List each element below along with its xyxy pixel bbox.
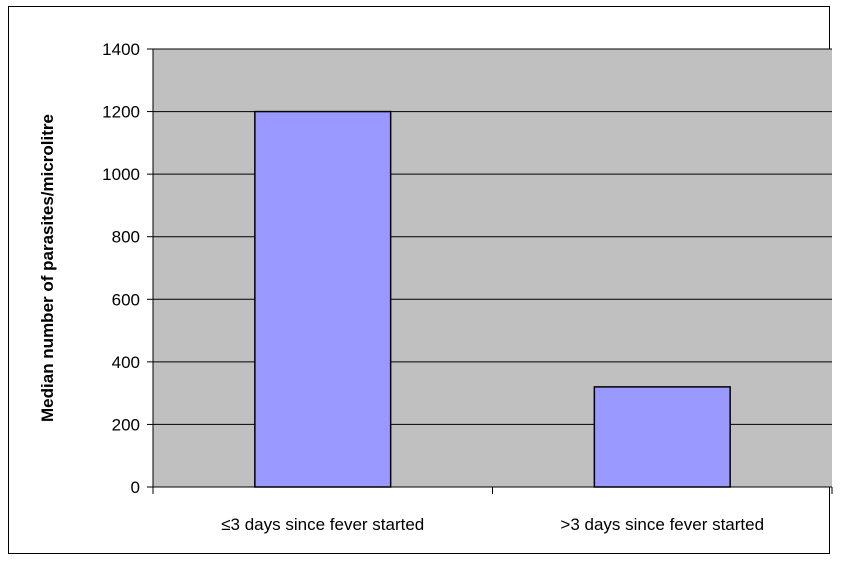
y-tick-label: 1000 <box>102 165 140 184</box>
y-tick-label: 1400 <box>102 40 140 59</box>
y-tick-label: 1200 <box>102 103 140 122</box>
y-axis-title: Median number of parasites/microlitre <box>38 114 57 422</box>
y-tick-label: 600 <box>112 290 140 309</box>
y-tick-label: 800 <box>112 228 140 247</box>
x-category-label: >3 days since fever started <box>560 515 764 534</box>
y-tick-label: 0 <box>131 478 140 497</box>
x-category-labels: ≤3 days since fever started >3 days since… <box>221 515 764 534</box>
y-tick-label: 400 <box>112 353 140 372</box>
axes <box>147 48 833 494</box>
y-tick-label: 200 <box>112 415 140 434</box>
bar <box>593 386 731 488</box>
y-tick-labels: 0 200 400 600 800 1000 1200 1400 <box>102 40 140 497</box>
bar <box>254 110 392 488</box>
x-category-label: ≤3 days since fever started <box>221 515 424 534</box>
